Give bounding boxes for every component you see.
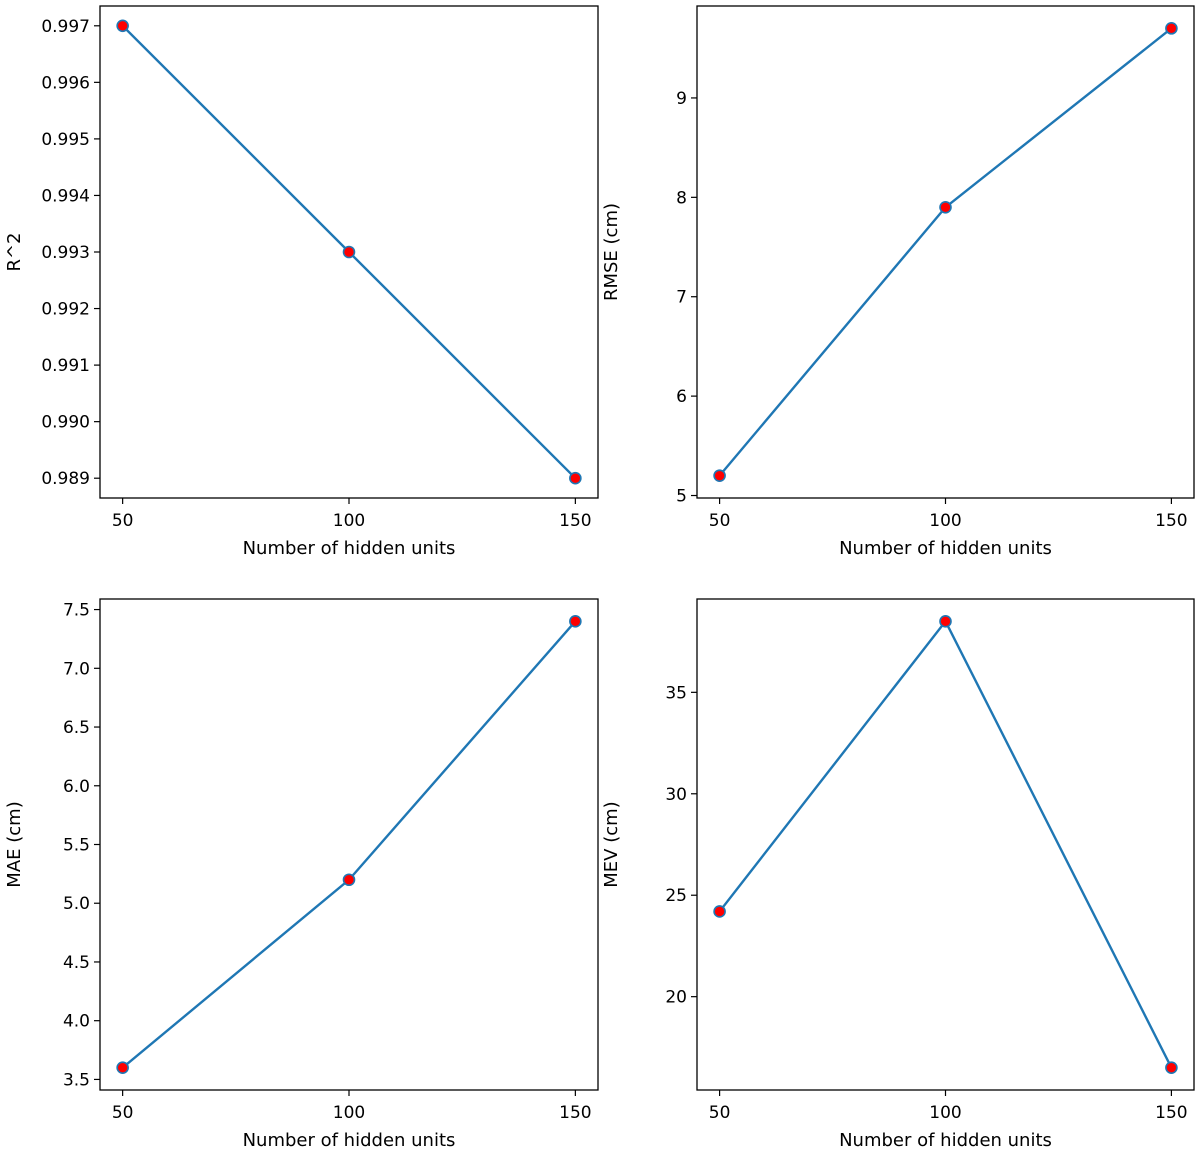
chart-panel-2: 50 100 150 5 6 7 8 9 Number of hidden units RMSE … [601, 5, 1195, 559]
y-tick-label: 4.5 [63, 953, 90, 973]
y-tick-label: 0.995 [41, 130, 90, 150]
y-tick-label: 35 [665, 683, 687, 703]
y-tick-label: 0.989 [41, 469, 90, 489]
data-point [342, 873, 356, 887]
data-point [342, 245, 356, 259]
y-tick-label: 0.990 [41, 413, 90, 433]
y-tick-label: 6.0 [63, 777, 90, 797]
x-tick-label: 150 [1155, 511, 1187, 531]
y-axis-label: MEV (cm) [601, 801, 622, 887]
x-tick-label: 150 [559, 511, 591, 531]
data-point [116, 1061, 129, 1074]
y-tick-label: 0.997 [41, 17, 90, 37]
y-tick-label: 7 [676, 288, 687, 308]
data-point [939, 200, 952, 214]
data-point [939, 615, 952, 628]
x-tick-label: 50 [709, 511, 731, 531]
x-axis-label: Number of hidden units [243, 538, 456, 559]
x-tick-label: 100 [333, 511, 365, 531]
chart-panel-3: 50 100 150 3.5 4.0 4.5 5.0 5.5 6.0 6.5 7.0 7.5 Numbe… [4, 598, 599, 1151]
y-tick-label: 5.0 [63, 894, 90, 914]
x-tick-label: 100 [333, 1103, 365, 1123]
data-point [713, 905, 726, 918]
y-tick-label: 0.993 [41, 243, 90, 263]
data-point [1165, 1061, 1178, 1074]
y-tick-label: 9 [676, 89, 687, 109]
y-tick-label: 6 [676, 387, 687, 407]
chart-panel-1: 50 100 150 0.989 0.990 0.991 0.992 0.993 0.994 0.… [4, 5, 599, 559]
y-tick-label: 30 [665, 785, 687, 805]
x-axis-label: Number of hidden units [839, 538, 1052, 559]
y-tick-label: 7.5 [63, 601, 90, 621]
data-point [1165, 22, 1178, 35]
data-point [713, 469, 726, 482]
data-point [569, 471, 582, 485]
data-point [569, 615, 582, 628]
chart-panel-4: 50 100 150 20 25 30 35 Number of hidden units ME… [601, 598, 1195, 1151]
x-axis-label: Number of hidden units [839, 1130, 1052, 1151]
y-tick-label: 0.994 [41, 186, 90, 206]
y-tick-label: 20 [665, 988, 687, 1008]
x-tick-label: 150 [559, 1103, 591, 1123]
y-tick-label: 7.0 [63, 659, 90, 679]
y-axis-label: RMSE (cm) [601, 203, 622, 301]
x-tick-label: 50 [709, 1103, 731, 1123]
x-axis-label: Number of hidden units [243, 1130, 456, 1151]
x-tick-label: 50 [112, 1103, 134, 1123]
y-tick-label: 0.996 [41, 73, 90, 93]
data-point [116, 19, 129, 33]
y-tick-label: 5 [676, 487, 687, 507]
x-tick-label: 50 [112, 511, 134, 531]
y-axis-label: R^2 [4, 232, 25, 271]
y-tick-label: 0.991 [41, 356, 90, 376]
y-tick-label: 3.5 [63, 1070, 90, 1090]
y-tick-label: 5.5 [63, 836, 90, 856]
y-tick-label: 4.0 [63, 1012, 90, 1032]
x-tick-label: 100 [929, 511, 961, 531]
y-axis-label: MAE (cm) [4, 801, 25, 887]
x-tick-label: 150 [1155, 1103, 1187, 1123]
y-tick-label: 6.5 [63, 718, 90, 738]
y-tick-label: 25 [665, 886, 687, 906]
x-tick-label: 100 [929, 1103, 961, 1123]
y-tick-label: 8 [676, 188, 687, 208]
y-tick-label: 0.992 [41, 300, 90, 320]
